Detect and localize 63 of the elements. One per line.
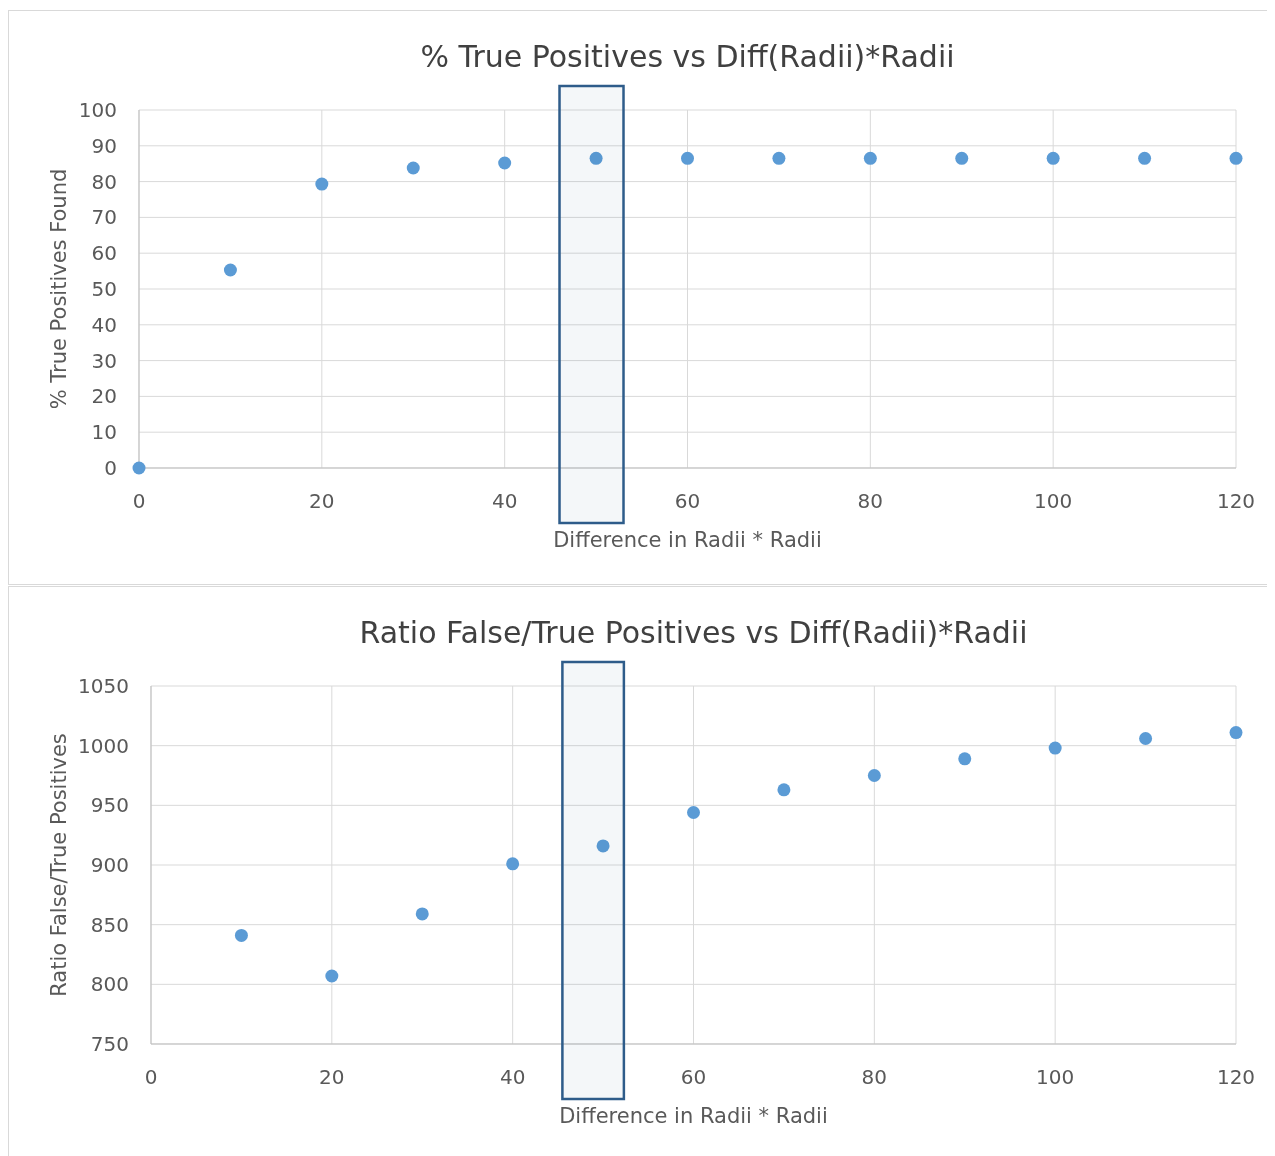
x-tick-label: 40: [491, 489, 518, 513]
y-tick-label: 80: [91, 169, 117, 194]
y-tick-label: 0: [104, 456, 117, 480]
x-tick-label: 40: [499, 1065, 526, 1089]
point: [863, 151, 877, 165]
point: [1046, 151, 1060, 165]
y-axis-title: % True Positives Found: [47, 168, 71, 410]
point: [1229, 151, 1243, 165]
point: [681, 151, 694, 165]
y-tick-label: 20: [91, 384, 117, 409]
point: [687, 805, 700, 819]
point: [1139, 732, 1153, 746]
point: [506, 857, 520, 871]
point: [777, 783, 791, 797]
y-tick-label: 850: [90, 912, 129, 937]
chart-title: % True Positives vs Diff(Radii)*Radii: [420, 39, 955, 74]
y-tick-label: 900: [90, 853, 129, 877]
y-tick-label: 950: [90, 793, 129, 818]
y-tick-label: 100: [78, 98, 117, 122]
point: [955, 151, 969, 165]
x-tick-label: 120: [1216, 1065, 1256, 1089]
x-tick-label: 60: [680, 1065, 707, 1089]
point: [498, 156, 512, 170]
x-axis-title: Difference in Radii * Radii: [553, 528, 822, 552]
y-tick-label: 30: [91, 348, 117, 373]
y-axis-title: Ratio False/True Positives: [47, 733, 71, 997]
y-tick-label: 90: [91, 133, 117, 158]
y-tick-label: 70: [91, 205, 117, 230]
point: [325, 969, 339, 983]
y-tick-label: 50: [91, 277, 117, 301]
x-tick-label: 120: [1216, 489, 1256, 513]
point: [589, 151, 603, 165]
point: [1229, 726, 1243, 740]
point: [132, 461, 146, 475]
x-tick-label: 80: [857, 489, 884, 513]
x-tick-label: 20: [319, 1065, 345, 1089]
x-tick-label: 80: [861, 1065, 888, 1089]
x-tick-label: 0: [132, 489, 146, 513]
point: [234, 928, 248, 942]
x-tick-label: 100: [1036, 1065, 1075, 1089]
x-axis-title: Difference in Radii * Radii: [559, 1104, 828, 1128]
point: [415, 907, 429, 921]
point: [1048, 741, 1062, 755]
point: [958, 752, 972, 766]
point: [315, 177, 329, 191]
x-tick-label: 100: [1034, 489, 1073, 513]
y-tick-label: 750: [90, 1032, 129, 1056]
y-tick-label: 1050: [78, 674, 129, 698]
x-tick-label: 60: [674, 489, 701, 513]
point: [223, 263, 237, 277]
y-tick-label: 1000: [78, 733, 129, 758]
point: [772, 151, 786, 165]
y-tick-label: 60: [91, 241, 117, 266]
point: [406, 161, 420, 175]
point: [867, 769, 881, 782]
y-tick-label: 40: [91, 312, 117, 337]
chart-title: Ratio False/True Positives vs Diff(Radii)*Radii: [359, 615, 1028, 650]
point: [596, 839, 610, 853]
y-tick-label: 800: [90, 972, 129, 997]
point: [1138, 151, 1152, 165]
x-tick-label: 0: [144, 1065, 158, 1089]
y-tick-label: 10: [91, 420, 117, 445]
x-tick-label: 20: [309, 489, 335, 513]
